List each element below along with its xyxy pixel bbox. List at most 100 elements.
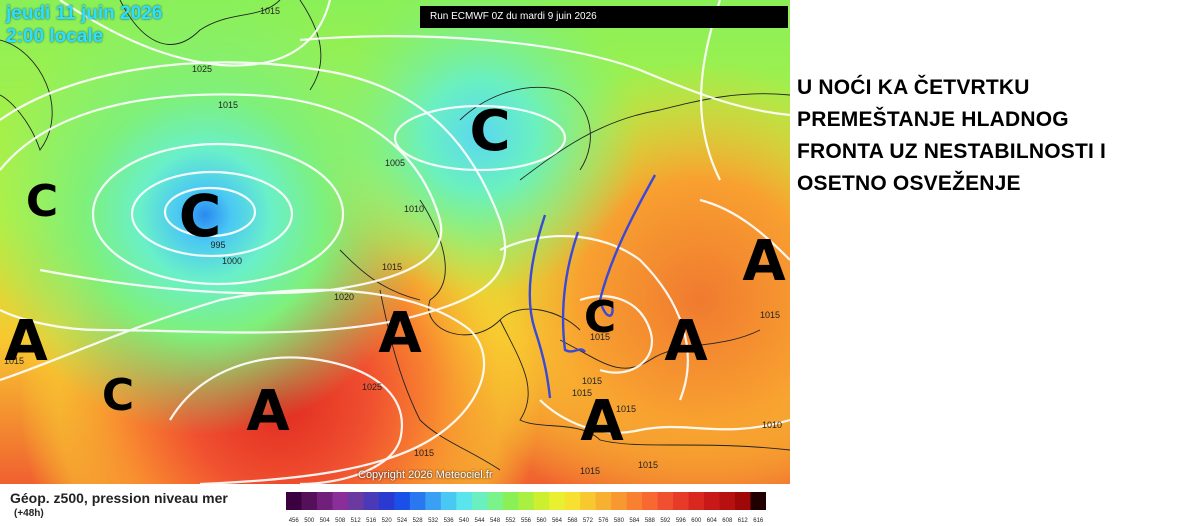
colorbar-swatch [580,492,597,510]
coastlines [0,0,790,471]
isobar-1015-d [579,295,653,374]
colorbar-swatch [363,492,380,510]
pressure-center-high-biscay: A [378,301,422,366]
pressure-center-low-balkans: C [584,292,616,343]
colorbar-swatch [471,492,488,510]
isobar-label: 1015 [580,466,600,476]
model-run-label: Run ECMWF 0Z du mardi 9 juin 2026 [420,6,788,28]
colorbar-swatch [735,492,752,510]
colorbar: 456 500 504 508 512 516 520 524 528 532 536 540 544 5… [286,492,766,524]
colorbar-swatch [533,492,550,510]
isobar-label: 1015 [260,6,280,16]
colorbar-tick: 540 [459,518,470,524]
colorbar-tick: 532 [428,518,439,524]
pressure-center-high-west: A [4,309,48,374]
isobar-label: 1020 [334,292,354,302]
isobar-label: 1000 [222,256,242,266]
colorbar-swatch [332,492,349,510]
colorbar-swatch [657,492,674,510]
isobar-label: 1015 [572,388,592,398]
colorbar-swatch [564,492,581,510]
front-line-1 [528,214,552,399]
isobar-label: 1015 [582,376,602,386]
pressure-center-low-iceland: C [26,176,58,227]
isobar-label: 1015 [4,356,24,366]
colorbar-tick: 600 [691,518,702,524]
front-line-2 [561,231,586,353]
colorbar-tick: 504 [320,518,331,524]
colorbar-tick: 508 [335,518,346,524]
forecast-time: 2:00 locale [6,26,104,47]
colorbar-swatch [518,492,535,510]
colorbar-swatch [719,492,736,510]
annotation-line-2: PREMEŠTANJE HLADNOG [797,108,1069,131]
colorbar-tick: 456 [289,518,300,524]
isobar-1015-b [299,35,790,117]
annotation-line-1: U NOĆI KA ČETVRTKU [797,76,1030,99]
colorbar-tick: 584 [629,518,640,524]
isobar-label: 1015 [218,100,238,110]
colorbar-swatch [595,492,612,510]
isobar-label: 1025 [192,64,212,74]
isobar-label: 1015 [616,404,636,414]
isobar-1025-north [59,0,332,67]
isobar-label: 1015 [760,310,780,320]
pressure-center-high-russia: A [742,229,786,294]
colorbar-swatch [487,492,504,510]
colorbar-swatch [642,492,659,510]
colorbar-swatch [301,492,318,510]
colorbar-tick: 592 [660,518,671,524]
colorbar-swatch [611,492,628,510]
isobar-1000 [130,170,294,258]
colorbar-tick: 536 [444,518,455,524]
colorbar-swatch [286,492,302,510]
colorbar-tick: 548 [490,518,501,524]
colorbar-swatch [456,492,473,510]
isobar-1010 [0,93,443,295]
colorbar-tick: 560 [536,518,547,524]
pressure-center-high-azores: A [246,379,290,444]
colorbar-tick: 576 [598,518,609,524]
isobar-labels: 1015 1025 1015 1005 995 1000 1010 1015 1020 1025 1… [4,6,782,476]
cold-front-drawing [528,174,657,399]
isobar-1015-a [0,61,507,334]
front-line-3 [598,174,657,317]
isobar-1015-e [699,198,790,261]
colorbar-tick: 612 [738,518,749,524]
isobar-label: 1015 [590,332,610,342]
colorbar-tick: 604 [707,518,718,524]
colorbar-tick: 596 [676,518,687,524]
colorbar-swatch [394,492,411,510]
colorbar-tick: 588 [645,518,656,524]
isobar-label: 995 [210,240,225,250]
pressure-center-high-mediterranean: A [580,389,624,454]
colorbar-tick: 608 [722,518,733,524]
colorbar-tick: 512 [351,518,362,524]
forecast-date: jeudi 11 juin 2026 [6,3,163,24]
copyright: Copyright 2026 Meteociel.fr [358,469,493,481]
colorbar-tick: 580 [614,518,625,524]
colorbar-tick: 564 [552,518,563,524]
colorbar-tick: 516 [366,518,377,524]
colorbar-tick: 520 [382,518,393,524]
isobar-1005-norway [393,104,567,172]
colorbar-tick: 544 [475,518,486,524]
colorbar-tick: 572 [583,518,594,524]
isobar-label: 1010 [404,204,424,214]
colorbar-swatch [347,492,364,510]
annotation-text: U NOĆI KA ČETVRTKU PREMEŠTANJE HLADNOG F… [797,72,1192,200]
isobar-label: 1005 [385,158,405,168]
isobar-1015-f [539,399,790,434]
colorbar-tick: 616 [753,518,764,524]
low-norway-field [0,0,790,484]
colorbar-swatch [425,492,442,510]
colorbar-swatch [378,492,395,510]
colorbar-swatch [549,492,566,510]
colorbar-swatch [440,492,457,510]
colorbar-swatch [626,492,643,510]
legend-title: Géop. z500, pression niveau mer [10,490,228,506]
isobar-label: 1015 [638,460,658,470]
annotation-line-3: FRONTA UZ NESTABILNOSTI I [797,140,1107,163]
pressure-center-low-azores-west: C [102,370,134,421]
isobar-label: 1010 [762,420,782,430]
